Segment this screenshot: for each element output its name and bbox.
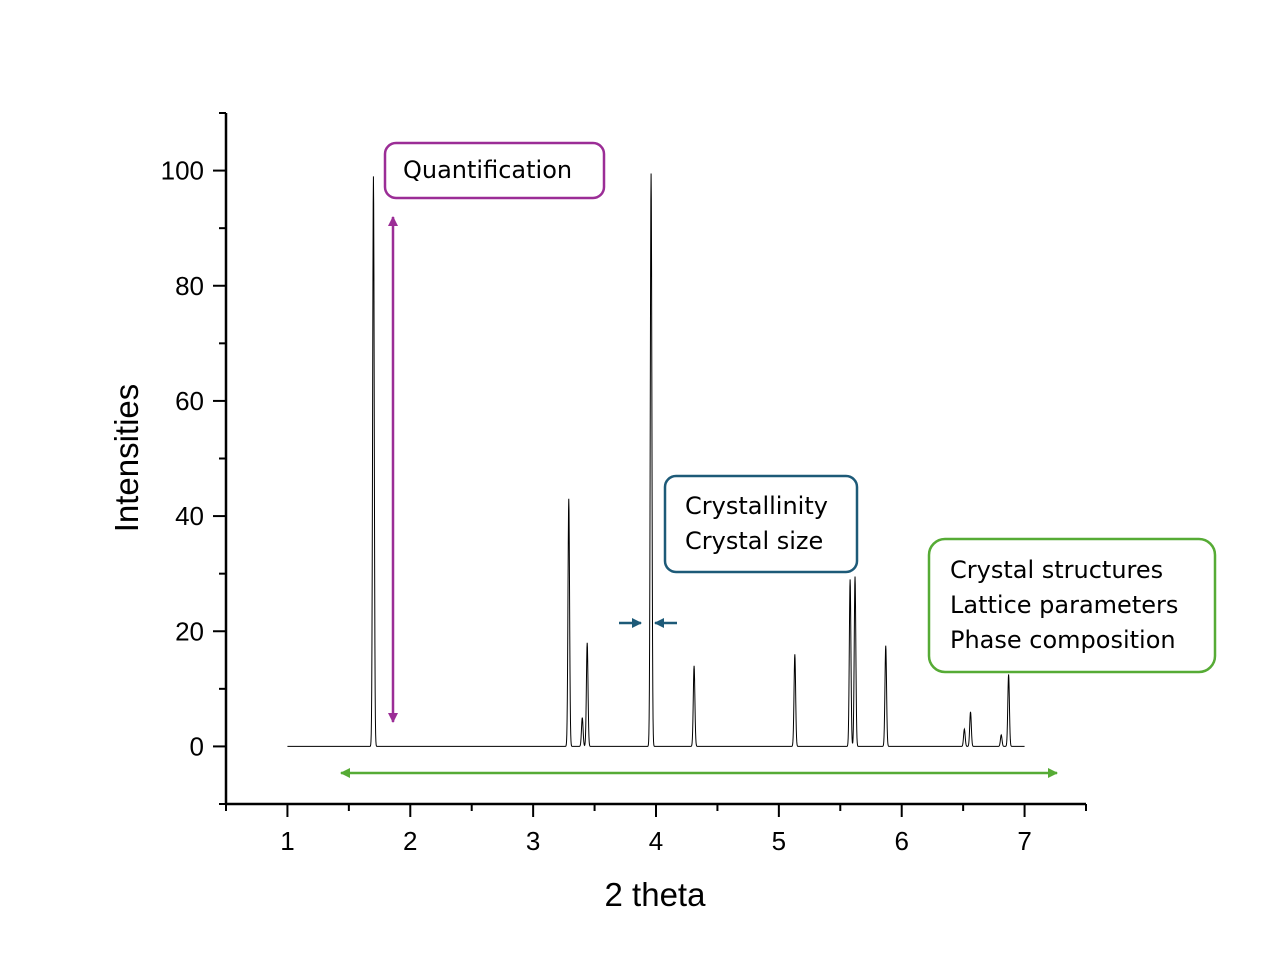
annotation-crystallinity-text-2: Crystal size xyxy=(685,527,823,555)
annotation-quantification: Quantification xyxy=(383,141,606,723)
y-tick-label: 40 xyxy=(175,501,204,531)
x-tick-label: 4 xyxy=(649,826,663,856)
y-tick-label: 80 xyxy=(175,271,204,301)
x-tick-label: 2 xyxy=(403,826,417,856)
annotation-crystal-structures-box xyxy=(927,537,1217,674)
x-axis-label: 2 theta xyxy=(605,876,707,913)
annotation-crystallinity-text-1: Crystallinity xyxy=(685,492,828,520)
x-tick-label: 6 xyxy=(894,826,908,856)
x-tick-label: 5 xyxy=(772,826,786,856)
annotation-quantification-box xyxy=(383,141,606,200)
annotation-crystallinity-box xyxy=(663,474,859,574)
annotation-crystal-structures-text-1: Crystal structures xyxy=(950,556,1163,584)
ticks: 1 2 3 4 5 6 7 0 20 40 60 80 100 xyxy=(161,112,1087,856)
y-axis-label: Intensities xyxy=(108,384,145,533)
annotation-quantification-text: Quantification xyxy=(403,156,572,184)
x-tick-label: 7 xyxy=(1017,826,1031,856)
y-tick-label: 0 xyxy=(190,731,204,761)
y-tick-label: 60 xyxy=(175,386,204,416)
x-tick-label: 3 xyxy=(526,826,540,856)
x-tick-label: 1 xyxy=(280,826,294,856)
axes xyxy=(224,113,1086,806)
annotation-crystal-structures: Crystal structures Lattice parameters Ph… xyxy=(340,537,1217,778)
y-tick-label: 20 xyxy=(175,616,204,646)
annotation-crystal-structures-text-2: Lattice parameters xyxy=(950,591,1178,619)
annotation-crystallinity: Crystallinity Crystal size xyxy=(619,474,859,628)
annotation-crystal-structures-text-3: Phase composition xyxy=(950,626,1176,654)
series-line xyxy=(287,173,1025,747)
y-tick-label: 100 xyxy=(161,156,204,186)
